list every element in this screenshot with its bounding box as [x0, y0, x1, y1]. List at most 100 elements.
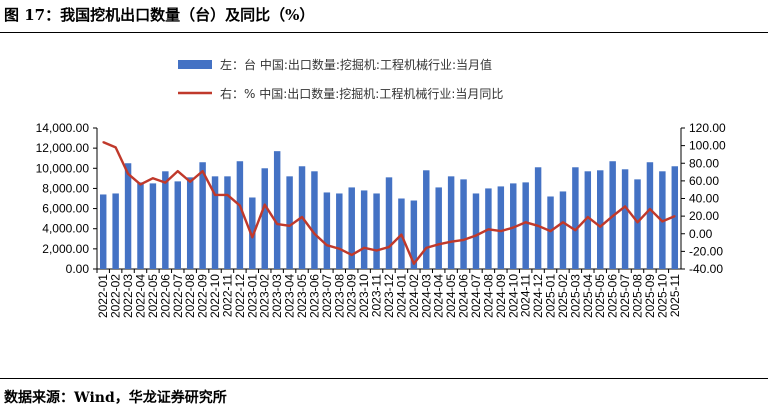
bar — [261, 168, 268, 269]
line-point — [586, 216, 589, 218]
line-point — [412, 262, 415, 265]
line-point — [437, 243, 440, 246]
x-tick-label: 2024-12 — [531, 274, 545, 318]
line-point — [164, 181, 167, 184]
line-point — [214, 194, 216, 196]
x-tick-label: 2022-07 — [171, 274, 185, 318]
bar — [249, 197, 256, 269]
x-tick-label: 2022-11 — [220, 274, 234, 317]
figure-title: 图 17：我国挖机出口数量（台）及同比（%） — [4, 6, 315, 24]
x-tick-label: 2025-06 — [606, 274, 620, 318]
line-point — [512, 226, 515, 229]
line-point — [574, 229, 577, 232]
bar — [584, 171, 592, 269]
right-tick-label: 40.00 — [689, 192, 719, 206]
x-tick-label: 2023-10 — [357, 274, 371, 318]
x-tick-label: 2025-10 — [655, 274, 669, 318]
bar — [236, 161, 244, 269]
x-tick-label: 2024-02 — [407, 274, 421, 318]
tick-labels: 14,000.00 12,000.00 10,000.00 8,000.00 6,000… — [36, 121, 726, 318]
x-tick-label: 2022-12 — [233, 274, 247, 318]
x-tick-label: 2022-04 — [133, 274, 147, 318]
right-tick-label: 80.00 — [689, 156, 719, 170]
line-point — [313, 232, 316, 235]
x-tick-label: 2023-09 — [345, 274, 359, 318]
x-tick-label: 2023-01 — [245, 274, 259, 318]
right-tick-label: 20.00 — [689, 209, 719, 223]
bar — [199, 162, 206, 269]
right-tick-label: 60.00 — [689, 174, 719, 188]
line-point — [487, 228, 490, 231]
x-tick-label: 2024-10 — [506, 274, 520, 318]
bar — [547, 196, 554, 269]
line-point — [388, 246, 390, 248]
bar — [634, 179, 641, 269]
bar — [186, 177, 194, 269]
line-point — [102, 141, 105, 144]
left-tick-label: 10,000.00 — [36, 161, 90, 175]
x-tick-label: 2022-03 — [121, 274, 135, 318]
bar-series — [99, 151, 679, 269]
x-tick-label: 2024-03 — [419, 274, 433, 318]
line-point — [499, 230, 502, 233]
line-point — [624, 205, 626, 208]
bar — [522, 182, 529, 269]
x-tick-label: 2022-09 — [196, 274, 210, 318]
line-point — [127, 172, 129, 175]
x-tick-label: 2023-05 — [295, 274, 309, 318]
line-point — [189, 180, 192, 183]
line-point — [375, 249, 378, 252]
line-point — [450, 240, 453, 243]
left-tick-label: 0.00 — [66, 262, 90, 276]
line-point — [139, 183, 142, 186]
line-point — [549, 230, 552, 233]
left-tick-label: 14,000.00 — [36, 121, 90, 135]
line-series — [102, 140, 676, 265]
line-point — [276, 223, 279, 225]
bar — [99, 194, 107, 269]
bar — [149, 183, 157, 269]
bar — [311, 171, 318, 269]
line-point — [400, 233, 403, 236]
line-point — [611, 215, 614, 218]
left-tick-label: 8,000.00 — [42, 181, 89, 195]
x-tick-label: 2022-08 — [183, 274, 197, 318]
left-tick-label: 12,000.00 — [36, 141, 90, 155]
legend-bar-label: 左：台 中国:出口数量:挖掘机:工程机械行业:当月值 — [220, 57, 492, 72]
bar — [385, 177, 393, 269]
x-tick-label: 2025-05 — [593, 274, 607, 318]
x-tick-label: 2024-06 — [457, 274, 471, 318]
bar — [597, 170, 604, 269]
line-point — [350, 254, 353, 256]
bar — [124, 163, 132, 269]
x-tick-label: 2024-05 — [444, 274, 458, 318]
line-point — [288, 224, 291, 227]
line-point — [176, 170, 179, 173]
bar — [410, 200, 418, 269]
line-point — [238, 204, 241, 207]
x-tick-label: 2025-02 — [556, 274, 570, 318]
line-point — [152, 177, 154, 180]
line-point — [649, 208, 651, 210]
legend-bar-swatch — [178, 60, 212, 69]
line-point — [325, 244, 328, 247]
bar — [336, 193, 343, 269]
bar — [174, 181, 181, 269]
x-tick-label: 2025-01 — [544, 274, 558, 318]
top-rule — [0, 32, 768, 33]
x-tick-label: 2023-11 — [370, 274, 384, 317]
bottom-rule — [0, 378, 768, 379]
line-point — [599, 225, 602, 228]
x-tick-label: 2025-03 — [568, 274, 582, 318]
line-point — [263, 203, 266, 206]
x-tick-label: 2023-08 — [332, 274, 346, 318]
right-tick-label: 0.00 — [689, 227, 713, 241]
x-tick-label: 2022-10 — [208, 274, 222, 318]
bar — [472, 193, 480, 269]
bar — [348, 187, 355, 269]
line-point — [226, 194, 229, 196]
line-point — [114, 146, 117, 149]
bar — [435, 187, 442, 269]
bar — [323, 192, 331, 269]
right-tick-label: -20.00 — [689, 244, 723, 258]
